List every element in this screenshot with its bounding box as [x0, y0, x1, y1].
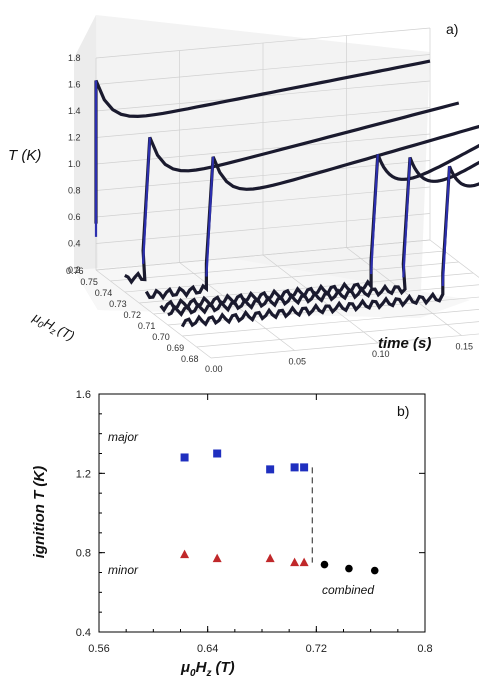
field-tick-label: 0.69 [167, 343, 185, 353]
plot-frame [98, 393, 426, 633]
y-tick-label: 1.2 [76, 468, 91, 480]
panel-a-label: a) [446, 21, 458, 37]
temperature-tick-label: 0.4 [68, 239, 81, 249]
x-label-unit: (T) [215, 659, 234, 676]
major-square-point [266, 465, 275, 474]
y-tick-label: 0.8 [76, 548, 91, 560]
field-tick-label: 0.70 [152, 332, 170, 342]
field-tick-label: 0.72 [124, 310, 142, 320]
panel-b-label: b) [397, 403, 409, 419]
x-axis-label: μ0Hz (T) [180, 659, 235, 679]
field-tick-label: 0.75 [80, 277, 98, 287]
major-label: major [108, 430, 139, 444]
temperature-curve [144, 124, 479, 301]
temperature-tick-label: 1.2 [68, 133, 81, 143]
field-tick-label: 0.73 [109, 299, 127, 309]
y-tick-label: 1.6 [76, 389, 91, 401]
time-tick-label: 0.10 [372, 349, 390, 359]
x-tick-label: 0.56 [88, 643, 109, 655]
field-tick-label: 0.74 [95, 288, 113, 298]
pane-left-wall [74, 15, 98, 310]
temperature-curve [159, 143, 479, 313]
temperature-tick-label: 1.6 [68, 80, 81, 90]
panel-b-ticks: 0.56 0.64 0.72 0.8 0.4 0.8 1.2 1.6 [76, 389, 433, 655]
major-square-point [213, 449, 222, 458]
temperature-axis-label: T (K) [8, 147, 41, 164]
minor-triangle-point [299, 557, 309, 567]
curves-3d [94, 59, 479, 328]
x-tick-label: 0.64 [197, 643, 218, 655]
time-tick-label: 0.15 [456, 342, 474, 352]
ignition-rise-segment [142, 137, 151, 264]
field-label-unit: (T) [55, 323, 77, 344]
field-label-subz: z [48, 325, 58, 337]
minor-triangle-point [180, 549, 190, 559]
x-label-sub0: 0 [190, 668, 196, 679]
temperature-tick-label: 1.4 [68, 106, 81, 116]
x-tick-label: 0.72 [306, 643, 327, 655]
field-tick-label: 0.68 [181, 354, 199, 364]
time-tick-label: 0.00 [205, 364, 223, 374]
temperature-tick-label: 0.8 [68, 186, 81, 196]
grid-line-floor-time [95, 269, 212, 359]
ignition-rise-segment [205, 156, 215, 277]
temperature-curve [94, 59, 431, 224]
temperature-curve [180, 165, 479, 328]
x-tick-label: 0.8 [417, 643, 432, 655]
grid-line-floor-time [429, 239, 479, 278]
time-tick-label: 0.05 [289, 357, 307, 367]
temperature-tick-label: 1.8 [68, 53, 81, 63]
field-tick-label: 0.76 [66, 266, 84, 276]
major-square-point [290, 463, 299, 472]
panel-b-scatter: 0.56 0.64 0.72 0.8 0.4 0.8 1.2 1.6 b) major min… [31, 389, 433, 679]
grid-line-floor-field [210, 333, 479, 359]
combined-circle-point [345, 564, 353, 573]
field-ticks: 0.760.750.740.730.720.710.700.690.68 [66, 266, 199, 364]
major-square-point [180, 453, 189, 462]
x-label-H: H [196, 659, 208, 676]
temperature-tick-label: 0.2 [68, 265, 81, 275]
ignition-rise-segment [370, 154, 379, 275]
field-label-sub0: 0 [36, 319, 45, 330]
y-tick-label: 0.4 [76, 627, 91, 639]
field-tick-label: 0.71 [138, 321, 156, 331]
pane-back-wall [74, 15, 430, 318]
y-axis-label: ignition T (K) [31, 466, 48, 558]
field-axis-label: μ0Hz(T) [29, 309, 77, 345]
ignition-rise-segment [402, 157, 412, 278]
x-label-mu: μ [180, 659, 190, 676]
major-square-point [300, 463, 309, 472]
combined-circle-point [370, 566, 379, 575]
x-label-subz: z [205, 668, 211, 679]
panel-a-3d-plot: a) T (K) μ0Hz(T) time (s) 0.2 0.4 0.6 0.8 1.… [8, 15, 479, 374]
temperature-ticks: 0.2 0.4 0.6 0.8 1.0 1.2 1.4 1.6 1.8 [68, 53, 81, 275]
time-axis-label: time (s) [378, 335, 431, 352]
combined-circle-point [320, 560, 329, 569]
time-ticks: 0.000.050.100.150.20 [205, 342, 474, 375]
combined-label: combined [322, 583, 374, 597]
temperature-tick-label: 0.6 [68, 212, 81, 222]
ignition-rise-segment [441, 166, 451, 287]
minor-triangle-point [265, 553, 275, 563]
minor-label: minor [108, 563, 139, 577]
temperature-tick-label: 1.0 [68, 159, 81, 169]
minor-triangle-point [290, 557, 300, 567]
panel-b-marks [180, 449, 379, 575]
minor-triangle-point [212, 553, 222, 563]
temperature-curve [167, 156, 479, 317]
